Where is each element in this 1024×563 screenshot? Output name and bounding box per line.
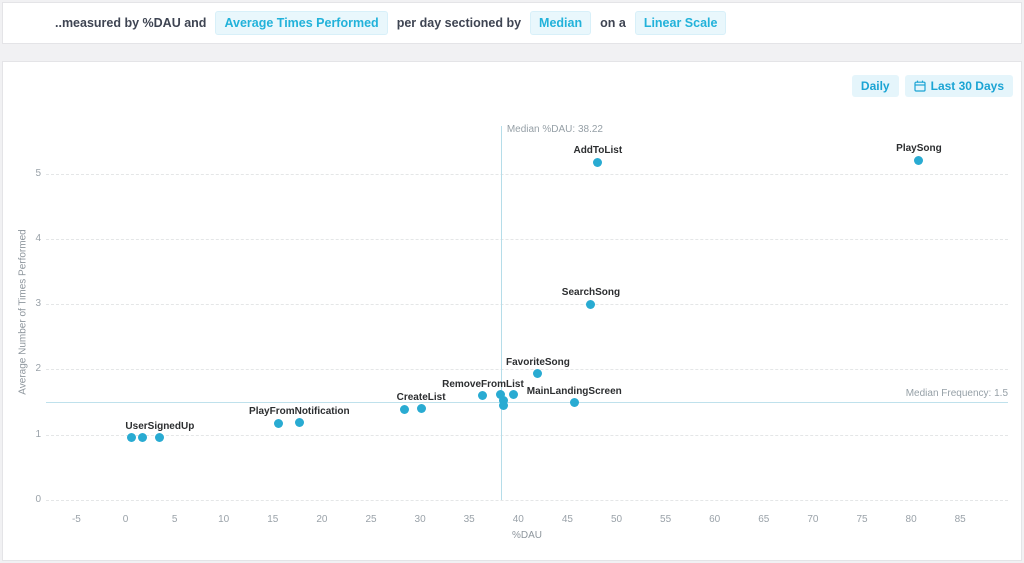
data-point-AddToList[interactable] [593, 157, 603, 167]
data-point-unlabeled-0[interactable] [126, 433, 136, 443]
title-prefix-text: ..measured by %DAU and [55, 16, 207, 30]
point-label: MainLandingScreen [526, 385, 622, 397]
point-label: PlaySong [896, 143, 942, 155]
x-tick-label: 5 [171, 514, 178, 525]
x-tick-label: 50 [610, 514, 623, 525]
section-pill[interactable]: Median [530, 11, 592, 35]
gridline-y-1 [46, 434, 1008, 436]
median-x-line [500, 126, 502, 500]
data-point-PlayFromNotification[interactable] [294, 418, 304, 428]
date-range-label: Last 30 Days [930, 79, 1004, 93]
point-label: RemoveFromList [442, 378, 524, 390]
point-label: CreateList [396, 391, 446, 403]
data-point-unlabeled-9[interactable] [499, 395, 509, 405]
data-point-UserSignedUp[interactable] [155, 433, 165, 443]
metric-pill[interactable]: Average Times Performed [215, 11, 388, 35]
x-tick-label: 60 [709, 514, 721, 525]
calendar-icon [914, 80, 926, 92]
data-point-unlabeled-5[interactable] [399, 404, 409, 414]
data-point-PlaySong[interactable] [914, 155, 924, 165]
point-label: UserSignedUp [125, 420, 195, 432]
y-axis-title: Average Number of Times Performed [17, 229, 29, 395]
y-tick-label: 4 [35, 232, 41, 244]
y-tick-label: 1 [35, 428, 41, 440]
data-point-MainLandingScreen[interactable] [569, 398, 579, 408]
point-label: AddToList [573, 145, 623, 157]
query-title-bar: ..measured by %DAU and Average Times Per… [2, 2, 1022, 44]
point-label: SearchSong [561, 287, 621, 299]
x-tick-label: 85 [954, 514, 966, 525]
chart-toolbar: Daily Last 30 Days [851, 75, 1013, 97]
gridline-y-3 [46, 304, 1008, 306]
median-x-label: Median %DAU: 38.22 [506, 124, 603, 135]
point-label: PlayFromNotification [249, 405, 350, 417]
y-tick-label: 5 [35, 167, 41, 179]
x-tick-label: 0 [122, 514, 129, 525]
gridline-y-5 [46, 173, 1008, 175]
x-tick-label: 10 [218, 514, 230, 525]
daily-interval-label: Daily [860, 79, 890, 93]
median-y-line [46, 402, 1008, 404]
data-point-FavoriteSong[interactable] [533, 369, 543, 379]
scatter-plot: 0 1 2 3 4 5 -5 0 5 10 15 20 25 30 35 40 45 50 55 60 65 70 75 80… [3, 62, 1021, 560]
data-point-unlabeled-3[interactable] [274, 419, 284, 429]
on-a-text: on a [600, 16, 626, 30]
x-tick-label: 70 [807, 514, 819, 525]
data-point-CreateList[interactable] [416, 404, 426, 414]
x-tick-label: 55 [660, 514, 672, 525]
x-tick-label: 30 [414, 514, 426, 525]
x-tick-label: 45 [561, 514, 573, 525]
x-tick-label: 65 [758, 514, 770, 525]
gridline-y-2 [46, 369, 1008, 371]
x-tick-label: 35 [463, 514, 475, 525]
gridline-y-0 [46, 500, 1008, 501]
sectioned-by-text: per day sectioned by [396, 16, 522, 30]
scale-pill[interactable]: Linear Scale [634, 11, 727, 35]
data-point-SearchSong[interactable] [586, 299, 596, 309]
x-tick-label: -5 [71, 514, 81, 525]
point-label: FavoriteSong [505, 356, 570, 368]
x-axis-title: %DAU [511, 530, 543, 541]
chart-card: Daily Last 30 Days 0 1 2 3 4 5 -5 0 5 10 15 20 25 30 3… [2, 61, 1022, 561]
daily-interval-button[interactable]: Daily [851, 75, 899, 97]
data-point-unlabeled-8[interactable] [496, 389, 506, 399]
date-range-button[interactable]: Last 30 Days [904, 75, 1013, 97]
x-tick-label: 40 [512, 514, 524, 525]
x-tick-label: 20 [316, 514, 328, 525]
data-point-RemoveFromList[interactable] [478, 391, 488, 401]
data-point-unlabeled-1[interactable] [137, 433, 147, 443]
x-tick-label: 75 [856, 514, 868, 525]
gridline-y-4 [46, 238, 1008, 240]
x-tick-label: 15 [267, 514, 279, 525]
data-point-unlabeled-10[interactable] [499, 400, 509, 410]
data-point-unlabeled-11[interactable] [508, 390, 518, 400]
y-tick-label: 0 [35, 494, 41, 505]
y-tick-label: 3 [35, 298, 41, 310]
x-tick-label: 25 [365, 514, 377, 525]
x-tick-label: 80 [905, 514, 917, 525]
y-tick-label: 2 [35, 363, 41, 375]
median-y-label: Median Frequency: 1.5 [905, 388, 1008, 400]
